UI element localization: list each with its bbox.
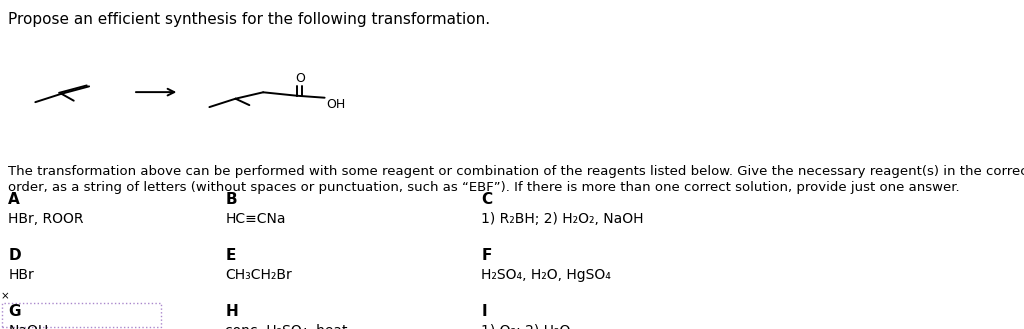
Text: ×: × — [1, 292, 10, 302]
Text: conc. H₂SO₄, heat: conc. H₂SO₄, heat — [225, 324, 348, 329]
Text: HC≡CNa: HC≡CNa — [225, 212, 286, 226]
Text: HBr: HBr — [8, 268, 34, 282]
Text: B: B — [225, 192, 237, 208]
Text: NaOH: NaOH — [8, 324, 48, 329]
Text: D: D — [8, 248, 20, 264]
Text: HBr, ROOR: HBr, ROOR — [8, 212, 84, 226]
Text: F: F — [481, 248, 492, 264]
Text: H: H — [225, 304, 238, 319]
Text: I: I — [481, 304, 486, 319]
Text: The transformation above can be performed with some reagent or combination of th: The transformation above can be performe… — [8, 164, 1024, 194]
Bar — [2, 303, 161, 327]
Text: G: G — [8, 304, 20, 319]
Text: Propose an efficient synthesis for the following transformation.: Propose an efficient synthesis for the f… — [8, 12, 490, 27]
Text: 1) R₂BH; 2) H₂O₂, NaOH: 1) R₂BH; 2) H₂O₂, NaOH — [481, 212, 644, 226]
Text: C: C — [481, 192, 493, 208]
Text: E: E — [225, 248, 236, 264]
Text: OH: OH — [326, 98, 345, 111]
Text: 1) O₃; 2) H₂O: 1) O₃; 2) H₂O — [481, 324, 570, 329]
Text: CH₃CH₂Br: CH₃CH₂Br — [225, 268, 292, 282]
Text: H₂SO₄, H₂O, HgSO₄: H₂SO₄, H₂O, HgSO₄ — [481, 268, 611, 282]
Text: O: O — [295, 72, 305, 86]
Text: A: A — [8, 192, 19, 208]
